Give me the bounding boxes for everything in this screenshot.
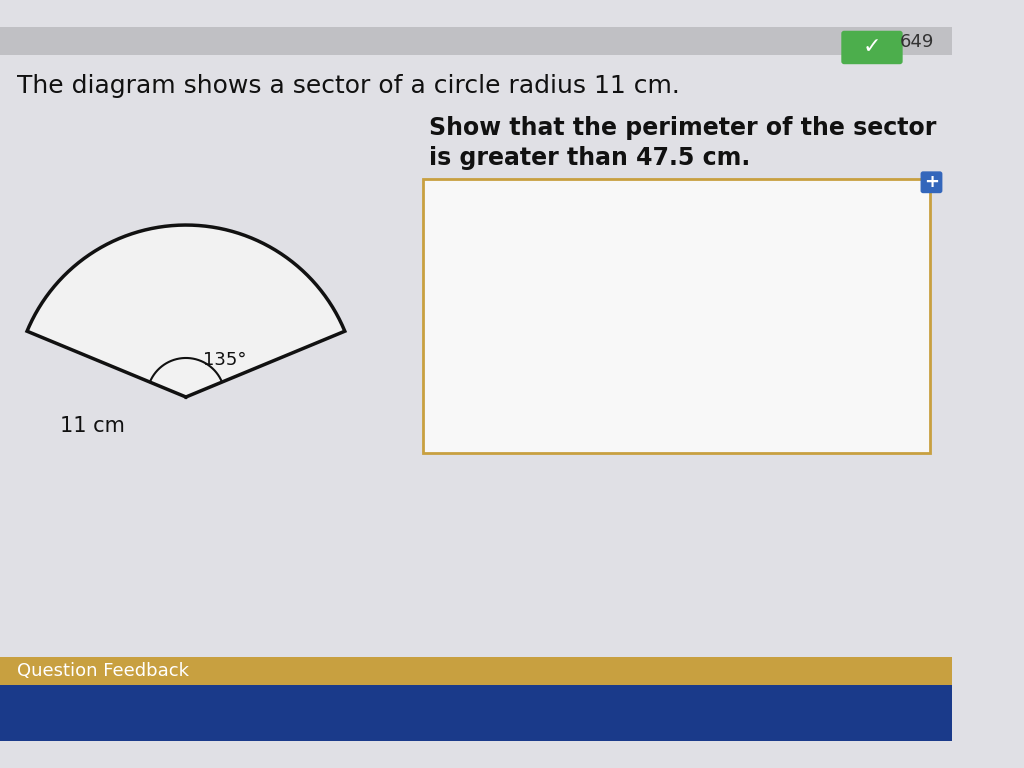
Bar — [0, 27, 952, 55]
Text: 11 cm: 11 cm — [60, 415, 125, 435]
Text: The diagram shows a sector of a circle radius 11 cm.: The diagram shows a sector of a circle r… — [16, 74, 680, 98]
Bar — [0, 685, 952, 741]
Bar — [423, 178, 930, 453]
Text: 649: 649 — [900, 33, 934, 51]
FancyBboxPatch shape — [842, 31, 902, 65]
Text: Show that the perimeter of the sector: Show that the perimeter of the sector — [429, 116, 937, 141]
Bar — [0, 657, 952, 685]
Text: ✓: ✓ — [862, 38, 882, 58]
Text: Question Feedback: Question Feedback — [16, 662, 188, 680]
Text: +: + — [924, 174, 939, 191]
Polygon shape — [27, 225, 345, 397]
Text: is greater than 47.5 cm.: is greater than 47.5 cm. — [429, 146, 751, 170]
Bar — [0, 61, 952, 685]
FancyBboxPatch shape — [922, 172, 942, 193]
Text: 135°: 135° — [203, 351, 246, 369]
